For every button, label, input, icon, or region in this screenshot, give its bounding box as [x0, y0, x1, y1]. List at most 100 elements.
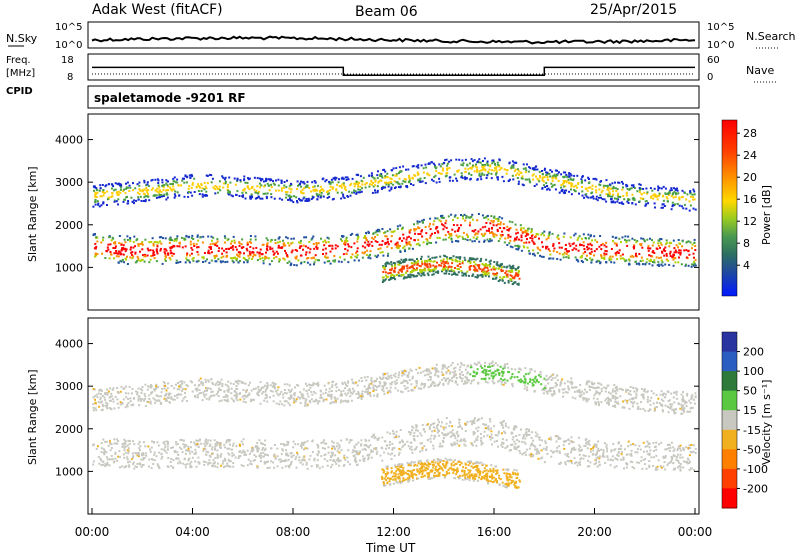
- scatter-point: [226, 398, 229, 401]
- scatter-point: [137, 395, 140, 398]
- scatter-point: [398, 371, 401, 374]
- scatter-point: [155, 194, 158, 197]
- scatter-point: [299, 245, 302, 248]
- scatter-point: [393, 270, 396, 273]
- scatter-point: [645, 391, 648, 394]
- scatter-point: [97, 401, 100, 404]
- scatter-point: [379, 247, 382, 250]
- scatter-point: [428, 225, 431, 228]
- scatter-point: [201, 256, 204, 259]
- scatter-point: [408, 176, 411, 179]
- scatter-point: [383, 267, 386, 270]
- scatter-point: [492, 376, 495, 378]
- scatter-point: [413, 174, 416, 177]
- scatter-point: [591, 184, 594, 187]
- scatter-point: [447, 262, 450, 265]
- scatter-point: [474, 165, 477, 168]
- scatter-point: [469, 265, 472, 267]
- scatter-point: [668, 263, 671, 266]
- scatter-point: [158, 186, 161, 189]
- scatter-point: [97, 455, 100, 458]
- scatter-point: [515, 238, 518, 241]
- scatter-point: [272, 180, 274, 183]
- scatter-point: [233, 241, 236, 244]
- scatter-point: [522, 381, 525, 384]
- scatter-point: [495, 168, 498, 171]
- scatter-point: [486, 266, 489, 269]
- scatter-point: [134, 261, 137, 264]
- scatter-point: [461, 215, 464, 218]
- scatter-point: [229, 247, 232, 249]
- scatter-point: [694, 245, 697, 247]
- scatter-point: [382, 387, 385, 390]
- scatter-point: [432, 223, 435, 226]
- scatter-point: [503, 265, 506, 268]
- scatter-point: [292, 201, 295, 204]
- scatter-point: [166, 443, 169, 445]
- scatter-point: [290, 195, 293, 198]
- scatter-point: [170, 385, 173, 387]
- scatter-point: [442, 373, 445, 376]
- scatter-point: [410, 369, 413, 372]
- scatter-point: [196, 389, 199, 392]
- scatter-point: [259, 248, 262, 251]
- scatter-point: [435, 271, 438, 274]
- scatter-point: [129, 397, 132, 400]
- freq-tick-bottom: 8: [67, 72, 73, 83]
- scatter-point: [418, 273, 421, 276]
- scatter-point: [536, 177, 539, 180]
- scatter-point: [495, 170, 498, 173]
- scatter-point: [526, 389, 529, 392]
- scatter-point: [552, 243, 555, 246]
- scatter-point: [137, 244, 140, 247]
- scatter-point: [224, 261, 227, 264]
- scatter-point: [484, 271, 487, 274]
- scatter-point: [679, 253, 682, 256]
- scatter-point: [554, 376, 557, 379]
- scatter-point: [153, 253, 156, 256]
- scatter-point: [130, 404, 133, 407]
- scatter-point: [516, 177, 519, 179]
- scatter-point: [578, 390, 581, 393]
- scatter-point: [123, 456, 126, 459]
- scatter-point: [128, 385, 131, 388]
- scatter-point: [448, 380, 451, 383]
- scatter-point: [148, 394, 151, 397]
- scatter-point: [324, 391, 327, 394]
- scatter-point: [552, 244, 555, 247]
- scatter-point: [656, 198, 659, 201]
- scatter-point: [258, 182, 261, 185]
- scatter-point: [183, 181, 186, 184]
- scatter-point: [676, 189, 679, 192]
- scatter-point: [360, 190, 363, 193]
- scatter-point: [256, 259, 259, 262]
- scatter-point: [571, 243, 574, 246]
- scatter-point: [407, 168, 410, 171]
- scatter-point: [477, 275, 480, 278]
- scatter-point: [228, 192, 231, 195]
- scatter-point: [677, 246, 679, 249]
- scatter-point: [172, 398, 175, 401]
- scatter-point: [218, 187, 220, 190]
- scatter-point: [315, 188, 318, 191]
- scatter-point: [533, 168, 536, 170]
- scatter-point: [438, 163, 441, 166]
- scatter-point: [431, 232, 434, 235]
- scatter-point: [687, 240, 690, 243]
- scatter-point: [260, 184, 263, 187]
- scatter-point: [301, 192, 304, 195]
- scatter-point: [506, 225, 509, 228]
- scatter-point: [621, 253, 624, 256]
- scatter-point: [104, 257, 107, 259]
- scatter-point: [393, 187, 396, 190]
- scatter-point: [374, 191, 377, 194]
- scatter-point: [216, 390, 219, 393]
- scatter-point: [298, 241, 300, 244]
- scatter-point: [156, 245, 159, 248]
- scatter-point: [420, 230, 423, 233]
- scatter-point: [208, 252, 211, 255]
- scatter-point: [517, 271, 520, 274]
- scatter-point: [132, 241, 135, 243]
- scatter-point: [408, 174, 410, 177]
- scatter-point: [646, 398, 649, 401]
